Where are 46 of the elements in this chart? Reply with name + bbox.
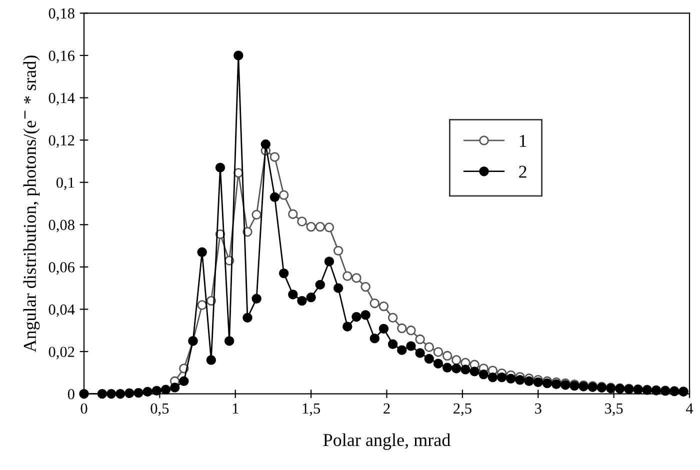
y-tick-label: 0,04 bbox=[48, 304, 75, 317]
y-axis-title: Angular distribution, photons/(e$^{−}$ * srad) bbox=[23, 56, 40, 352]
y-tick-label: 0,12 bbox=[48, 135, 74, 148]
x-tick-label: 3 bbox=[535, 403, 542, 414]
point bbox=[452, 355, 462, 365]
point bbox=[360, 282, 370, 292]
point bbox=[288, 209, 298, 219]
point bbox=[324, 222, 334, 232]
point bbox=[270, 152, 280, 162]
point bbox=[388, 312, 398, 323]
x-tick-label: 3,5 bbox=[604, 403, 623, 416]
point bbox=[342, 271, 352, 281]
point bbox=[370, 298, 380, 308]
y-tick-label: 0,18 bbox=[48, 8, 74, 21]
point bbox=[442, 350, 452, 361]
y-tick-label: 0,08 bbox=[48, 220, 74, 232]
y-tick-label: 0,16 bbox=[48, 50, 75, 64]
x-tick-label: 1 bbox=[232, 403, 238, 414]
point bbox=[433, 347, 444, 357]
point bbox=[306, 222, 316, 232]
x-axis-title: Polar angle, mrad bbox=[323, 433, 450, 450]
point bbox=[406, 326, 416, 336]
point bbox=[197, 300, 207, 310]
point bbox=[315, 222, 326, 232]
legend-label: 1 bbox=[520, 134, 526, 147]
x-tick-label: 2 bbox=[384, 403, 390, 414]
point bbox=[333, 246, 344, 256]
point bbox=[352, 273, 362, 283]
point bbox=[278, 190, 289, 200]
x-tick-label: 0 bbox=[80, 403, 88, 414]
point bbox=[415, 334, 425, 344]
point bbox=[397, 323, 407, 334]
x-tick-label: 4 bbox=[686, 403, 694, 414]
y-tick-label: 0 bbox=[68, 389, 74, 400]
x-tick-label: 2,5 bbox=[454, 403, 472, 416]
y-tick-label: 0,06 bbox=[48, 262, 75, 275]
y-tick-label: 0,02 bbox=[48, 346, 74, 360]
legend-label: 2 bbox=[519, 166, 526, 178]
y-tick-label: 0,14 bbox=[48, 92, 75, 106]
point bbox=[378, 301, 389, 312]
point bbox=[252, 210, 262, 220]
point bbox=[297, 216, 307, 226]
x-tick-label: 1,5 bbox=[302, 403, 320, 416]
point bbox=[424, 342, 434, 352]
y-tick-label: 0,1 bbox=[56, 178, 74, 190]
x-tick-label: 0,5 bbox=[150, 403, 169, 416]
